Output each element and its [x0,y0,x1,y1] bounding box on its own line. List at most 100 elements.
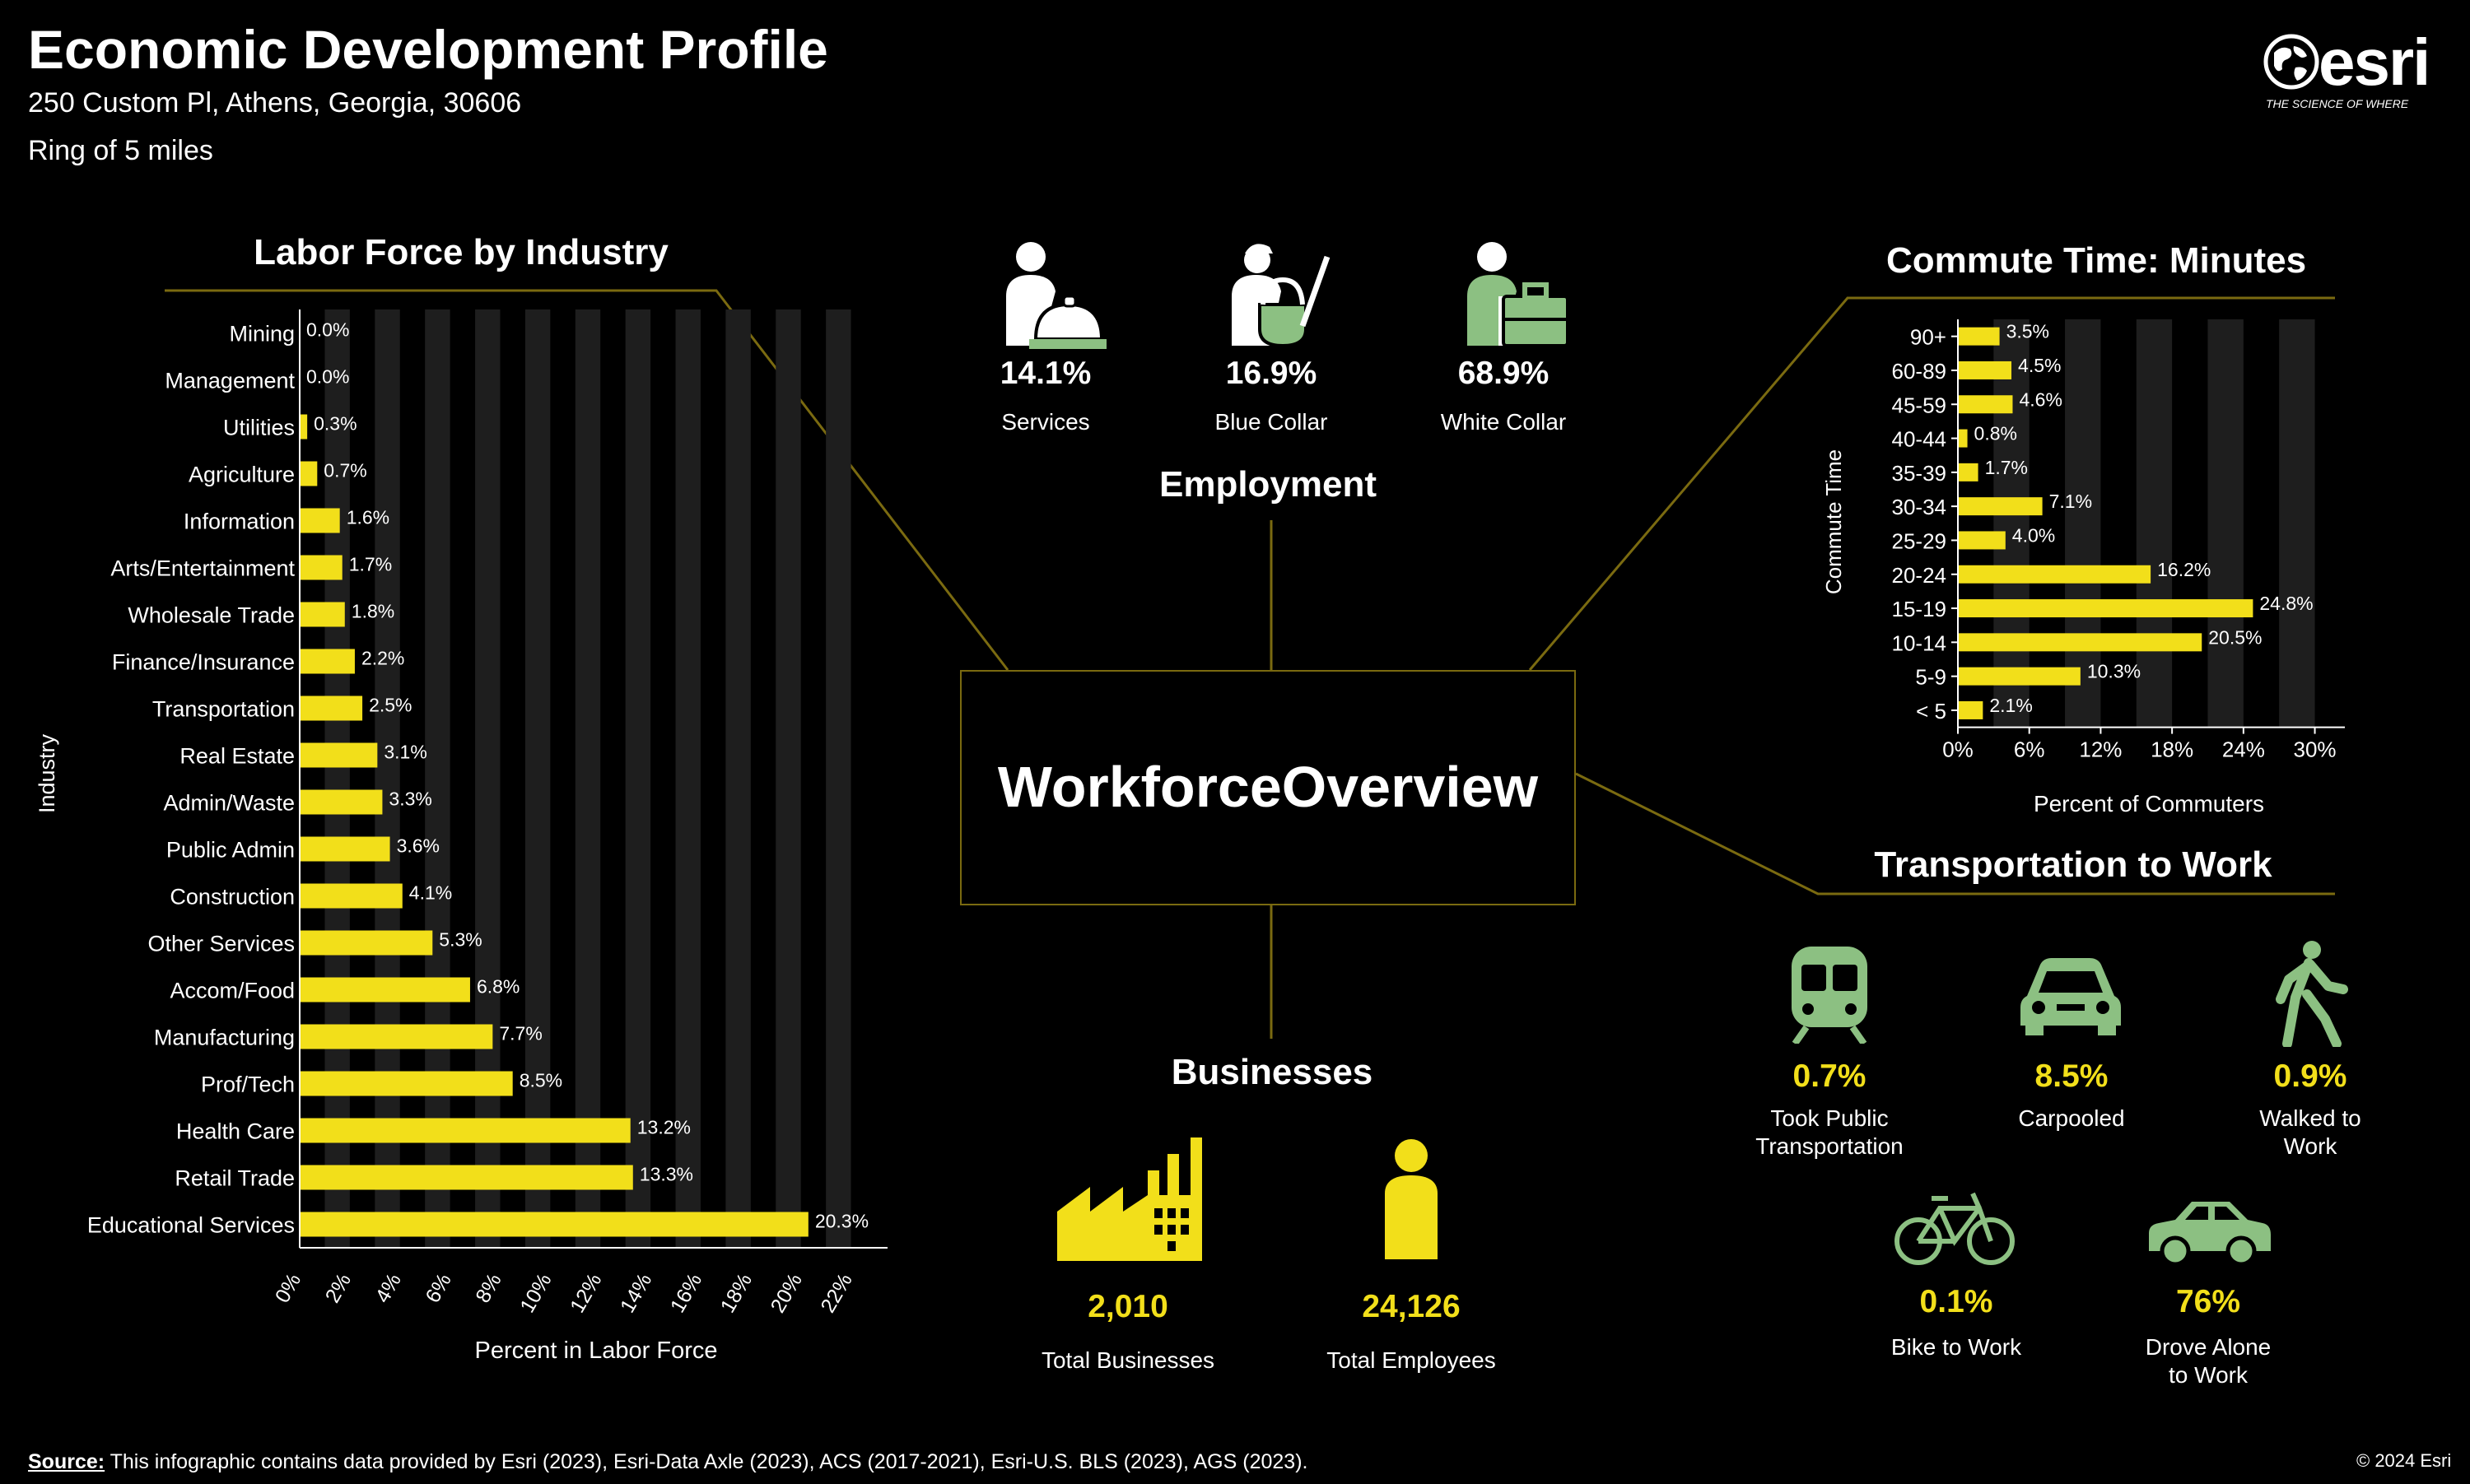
commute-x-axis-title: Percent of Commuters [2034,791,2264,816]
commute-category-label: 25-29 [1892,528,1947,553]
industry-category-label: Public Admin [166,838,295,863]
commute-x-tick-label: 18% [2151,737,2193,762]
industry-data-label: 5.3% [439,929,482,951]
commute-data-label: 0.8% [1974,423,2017,444]
commute-connector [1528,296,2335,671]
walking-person-icon [2276,941,2348,1047]
bike-label: Bike to Work [1890,1334,2022,1360]
industry-category-label: Educational Services [87,1213,295,1238]
industry-category-label: Construction [170,885,295,909]
industry-chart-title: Labor Force by Industry [254,232,669,272]
industry-bar [300,1118,631,1143]
commute-bar [1958,667,2081,686]
commute-data-label: 16.2% [2157,559,2211,580]
industry-data-label: 13.2% [637,1117,691,1138]
car-icon [2149,1202,2271,1266]
industry-x-tick-label: 0% [271,1269,305,1306]
public-transport-label: Took Public Transportation [1755,1105,1904,1159]
industry-data-label: 0.7% [324,460,366,481]
copyright: © 2024 Esri [2356,1450,2452,1471]
commute-data-label: 4.5% [2018,355,2061,376]
esri-logo: esri THE SCIENCE OF WHERE [2263,25,2445,115]
industry-category-label: Prof/Tech [201,1072,295,1097]
industry-data-label: 0.0% [306,319,349,341]
workforce-overview-title: WorkforceOverview [997,755,1539,819]
grid-stripe [375,309,400,1248]
industry-bar [300,836,390,862]
commute-bar [1958,700,1983,719]
industry-x-tick-label: 16% [666,1269,706,1316]
bike-percent: 0.1% [1919,1284,1993,1319]
industry-category-label: Information [184,509,295,534]
industry-bar [300,508,340,533]
industry-bar [300,883,403,909]
industry-x-axis-title: Percent in Labor Force [475,1337,718,1364]
white-collar-worker-icon [1467,242,1568,347]
transport-title: Transportation to Work [1874,844,2272,885]
grid-stripe [425,309,450,1248]
commute-data-label: 3.5% [2006,321,2049,342]
industry-bar [300,742,378,768]
industry-data-label: 3.3% [389,789,431,810]
logo-wordmark: esri [2319,26,2430,99]
commute-data-label: 2.1% [1989,695,2032,716]
grid-stripe [475,309,501,1248]
commute-category-label: 35-39 [1892,461,1947,486]
industry-bar [300,695,363,721]
commute-category-label: 15-19 [1892,597,1947,621]
grid-stripe [625,309,651,1248]
commute-bar [1958,327,2000,346]
grid-stripe [524,309,551,1248]
transport-connector [1575,772,2335,896]
commute-data-label: 7.1% [2049,491,2092,512]
industry-bar [300,930,433,956]
commute-category-label: 30-34 [1892,495,1947,519]
commute-bar [1958,497,2043,516]
commute-bar [1958,565,2151,584]
industry-bar [300,1024,493,1049]
commute-data-label: 24.8% [2259,593,2313,614]
commute-x-tick-label: 24% [2222,737,2265,762]
commute-category-label: 90+ [1910,325,1946,350]
industry-bar [300,977,470,1003]
industry-category-label: Finance/Insurance [112,650,295,675]
industry-data-label: 3.6% [397,835,440,857]
page-title: Economic Development Profile [28,19,828,80]
industry-bar [300,789,383,815]
commute-bar [1958,463,1978,481]
commute-bar-chart: 90+ 3.5% 60-89 4.5% 45-59 4.6% 40-44 0.8% 35-39 1… [1821,319,2345,816]
drove-alone-label: Drove Alone to Work [2145,1334,2272,1388]
total-businesses-value: 2,010 [1088,1289,1168,1324]
commute-category-label: 60-89 [1892,359,1947,384]
industry-x-tick-label: 6% [421,1269,455,1306]
grid-stripe [2207,319,2244,728]
industry-data-label: 20.3% [815,1211,869,1232]
industry-category-label: Mining [229,322,295,347]
blue-collar-label: Blue Collar [1214,409,1328,435]
industry-x-tick-label: 4% [371,1269,406,1306]
grid-stripe [575,309,601,1248]
globe-icon [2263,34,2319,90]
industry-category-label: Admin/Waste [163,791,295,816]
blue-collar-worker-icon [1232,244,1331,348]
train-icon [1792,947,1867,1044]
bicycle-icon [1894,1192,2015,1265]
commute-y-axis-title: Commute Time [1821,449,1846,594]
grid-stripe [826,309,851,1248]
walked-percent: 0.9% [2273,1058,2347,1094]
total-employees-value: 24,126 [1362,1289,1461,1324]
industry-data-label: 6.8% [477,976,520,998]
commute-x-tick-label: 12% [2079,737,2122,762]
industry-bar [300,1165,633,1190]
commute-x-tick-label: 6% [2014,737,2045,762]
industry-category-label: Other Services [147,932,295,956]
grid-stripe [2279,319,2315,728]
commute-category-label: 40-44 [1892,427,1947,452]
grid-stripe [675,309,701,1248]
industry-x-tick-label: 20% [767,1269,807,1316]
commute-data-label: 4.0% [2012,524,2055,546]
services-label: Services [1001,409,1090,435]
industry-bar [300,1071,513,1096]
industry-category-label: Utilities [223,416,295,440]
industry-category-label: Arts/Entertainment [110,556,295,581]
